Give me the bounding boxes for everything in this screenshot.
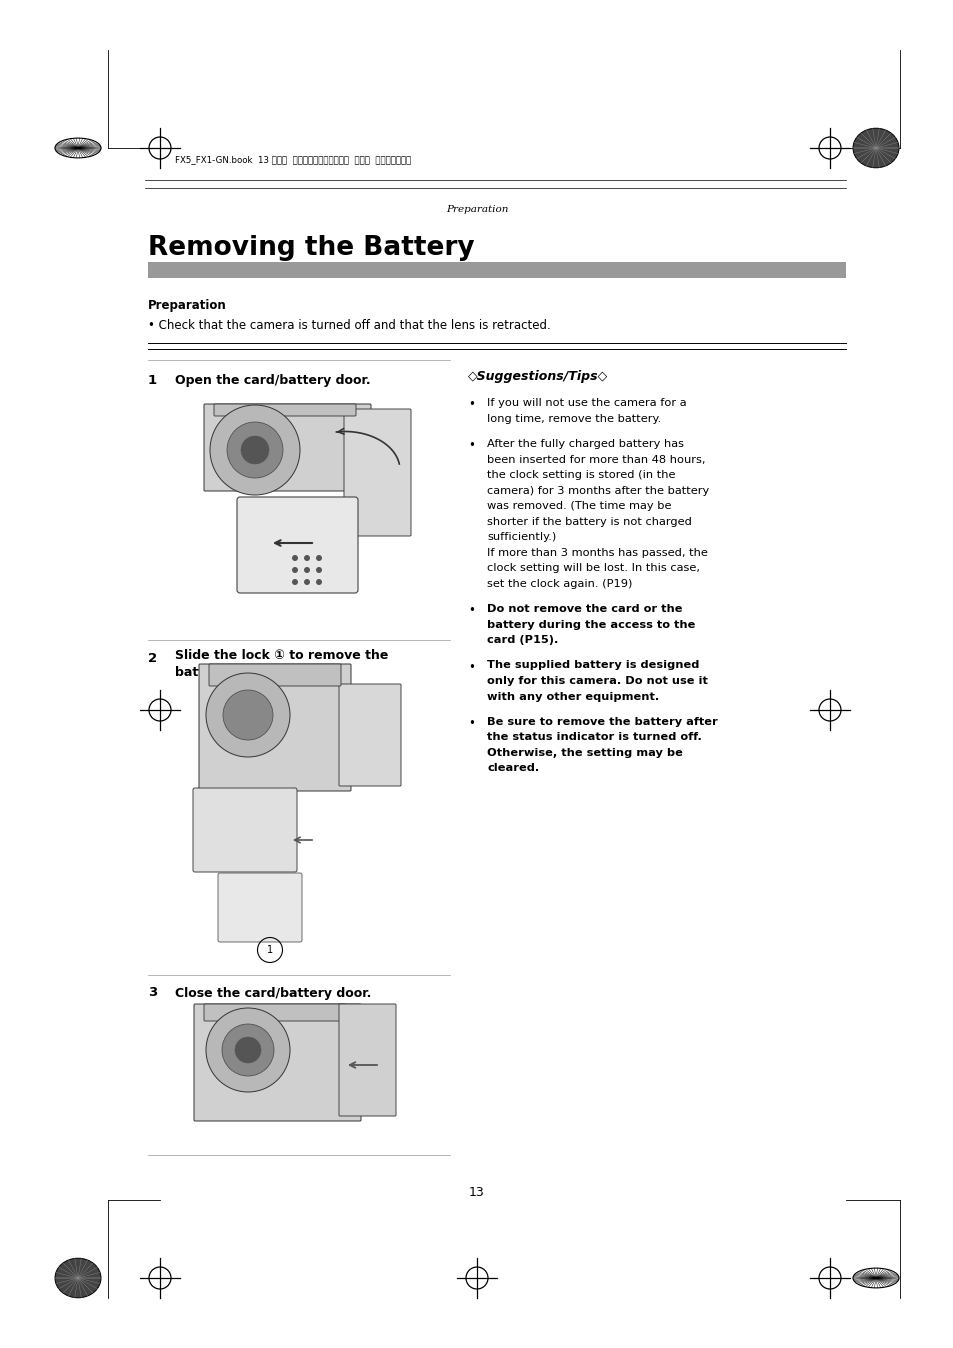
Text: •: • [468,398,475,411]
Text: Removing the Battery: Removing the Battery [148,235,475,262]
Ellipse shape [55,1258,101,1298]
FancyBboxPatch shape [193,1004,360,1122]
Text: Close the card/battery door.: Close the card/battery door. [174,987,371,999]
Text: FX5_FX1-GN.book  13 ページ  ２００３年１２月１７日  水曜日  午前９晎２０分: FX5_FX1-GN.book 13 ページ ２００３年１２月１７日 水曜日 午… [174,155,411,164]
Circle shape [206,1008,290,1092]
FancyBboxPatch shape [236,497,357,593]
Circle shape [206,673,290,758]
Text: 3: 3 [148,987,157,999]
Text: 2: 2 [148,651,157,665]
Text: Open the card/battery door.: Open the card/battery door. [174,373,370,387]
Text: 13: 13 [469,1185,484,1198]
Text: 1: 1 [148,373,157,387]
Text: the status indicator is turned off.: the status indicator is turned off. [486,732,701,743]
Text: 1: 1 [267,945,273,954]
Circle shape [234,1037,261,1064]
Ellipse shape [852,128,898,167]
Text: Preparation: Preparation [445,205,508,214]
Circle shape [304,568,310,573]
FancyBboxPatch shape [338,1004,395,1116]
Text: shorter if the battery is not charged: shorter if the battery is not charged [486,516,691,527]
Text: the clock setting is stored (in the: the clock setting is stored (in the [486,470,675,480]
Text: with any other equipment.: with any other equipment. [486,692,659,701]
Text: battery.: battery. [174,666,231,678]
Circle shape [304,555,310,561]
Circle shape [304,580,310,585]
Text: sufficiently.): sufficiently.) [486,532,556,542]
Text: If more than 3 months has passed, the: If more than 3 months has passed, the [486,547,707,558]
Circle shape [315,580,322,585]
Text: card (P15).: card (P15). [486,635,558,644]
Text: Do not remove the card or the: Do not remove the card or the [486,604,681,613]
Text: been inserted for more than 48 hours,: been inserted for more than 48 hours, [486,454,705,465]
Bar [148,262,845,278]
Text: battery during the access to the: battery during the access to the [486,620,695,630]
Circle shape [227,422,283,479]
Circle shape [292,555,297,561]
FancyBboxPatch shape [344,408,411,537]
Text: set the clock again. (P19): set the clock again. (P19) [486,578,632,589]
FancyBboxPatch shape [204,404,371,491]
Circle shape [241,435,269,464]
Text: only for this camera. Do not use it: only for this camera. Do not use it [486,675,707,686]
Text: Slide the lock ① to remove the: Slide the lock ① to remove the [174,648,388,662]
FancyBboxPatch shape [213,404,355,417]
FancyBboxPatch shape [209,665,340,686]
Text: long time, remove the battery.: long time, remove the battery. [486,414,660,423]
Text: camera) for 3 months after the battery: camera) for 3 months after the battery [486,485,708,496]
Text: clock setting will be lost. In this case,: clock setting will be lost. In this case… [486,563,700,573]
FancyBboxPatch shape [204,1004,346,1020]
Circle shape [292,568,297,573]
FancyBboxPatch shape [193,789,296,872]
FancyBboxPatch shape [338,683,400,786]
Text: • Check that the camera is turned off and that the lens is retracted.: • Check that the camera is turned off an… [148,318,550,332]
Text: Preparation: Preparation [148,298,227,311]
Circle shape [292,580,297,585]
Circle shape [315,568,322,573]
Circle shape [222,1024,274,1076]
Text: If you will not use the camera for a: If you will not use the camera for a [486,398,686,408]
Circle shape [223,690,273,740]
Text: After the fully charged battery has: After the fully charged battery has [486,439,683,449]
Circle shape [315,555,322,561]
Text: ◇Suggestions/Tips◇: ◇Suggestions/Tips◇ [468,369,608,383]
Text: •: • [468,661,475,674]
Text: Otherwise, the setting may be: Otherwise, the setting may be [486,748,682,758]
Text: •: • [468,717,475,731]
Text: cleared.: cleared. [486,763,538,774]
Text: was removed. (The time may be: was removed. (The time may be [486,501,671,511]
Text: •: • [468,439,475,452]
Text: Be sure to remove the battery after: Be sure to remove the battery after [486,717,717,727]
FancyBboxPatch shape [199,665,351,791]
Text: •: • [468,604,475,617]
Text: The supplied battery is designed: The supplied battery is designed [486,661,699,670]
FancyBboxPatch shape [218,874,302,942]
Circle shape [210,404,299,495]
